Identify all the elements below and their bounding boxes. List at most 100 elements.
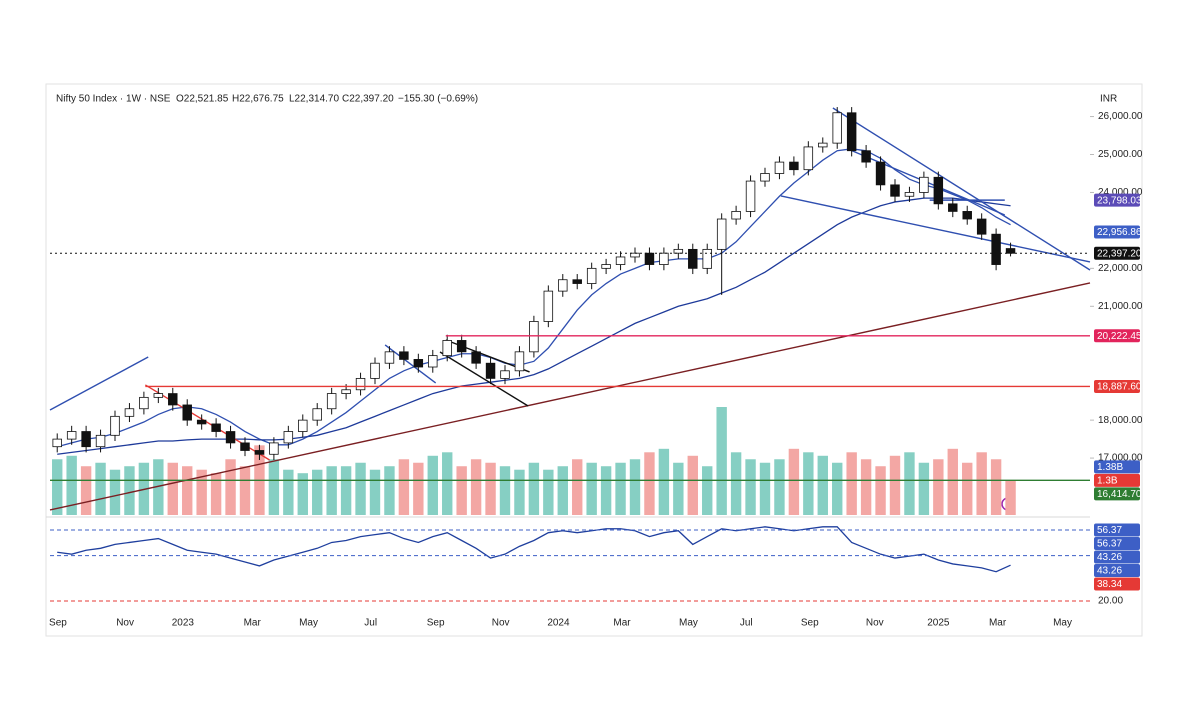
candle-body [456,340,467,353]
volume-bar [600,466,612,515]
candle-body [846,112,857,152]
y-tick-label: 18,000.00 [1098,415,1143,426]
x-tick-label: 2023 [172,618,195,629]
price-badge [1094,225,1140,239]
candle-body [81,431,91,448]
volume-bar [759,462,771,515]
price-badge [1094,564,1140,578]
volume-bar [268,459,280,515]
candle-body [485,362,496,379]
candle-body [269,442,279,455]
candle-body [370,362,380,379]
x-tick-label: Nov [116,618,134,629]
trend-line [832,107,1091,271]
x-tick-label: Sep [801,618,819,629]
candle-body [976,218,987,235]
candle-body [384,351,395,364]
volume-bar [485,462,496,515]
volume-bar [644,452,655,515]
volume-bar [846,452,857,515]
volume-bar [673,462,684,515]
volume-bar [803,452,814,515]
x-tick-label: Mar [613,618,631,629]
candle-body [716,218,727,250]
trend-line [49,282,1091,511]
volume-bar [239,466,251,515]
price-badge-label: 18,887.60 [1097,382,1142,393]
y-tick-label: 22,000.00 [1098,263,1143,274]
volume-bar [355,462,366,515]
candle-body [95,434,106,448]
volume-bar [730,452,742,515]
candle-body [818,142,828,148]
candle-body [948,203,958,212]
volume-bar [615,462,626,515]
x-tick-label: Jul [740,618,753,629]
price-badge-label: 23,798.03 [1097,195,1142,206]
candle-body [991,233,1001,265]
volume-bar [904,452,915,515]
chart-title: Nifty 50 Index · 1W · NSE [56,94,171,105]
candle-body [919,176,929,193]
candle-body [500,370,510,379]
ohlc-high: H22,676.75 [232,94,284,105]
candle-body [572,279,582,284]
price-badge-label: 56.37 [1097,525,1122,536]
rsi-line [57,526,1011,573]
candle-body [558,279,568,292]
volume-bar [629,459,641,515]
volume-bar [442,452,453,515]
volume-bar [153,459,164,515]
candle-body [875,161,886,186]
candle-body [153,393,164,398]
y-tick-label: 25,000.00 [1098,149,1143,160]
price-badge-label: 22,397.20 [1097,248,1142,259]
volume-bar [918,462,930,515]
moving-average [57,148,1011,448]
candle-body [298,419,308,432]
y-tick-label: 24,000.00 [1098,187,1143,198]
candle-body [861,150,871,163]
candle-body [933,176,944,205]
volume-bar [1005,480,1016,515]
candle-body [543,290,554,322]
candle-body [139,396,149,410]
candle-body [413,359,424,368]
y-unit: INR [1100,94,1117,105]
x-tick-label: Jul [364,618,377,629]
price-badge-label: 20,222.45 [1097,331,1142,342]
price-badge-label: 43.26 [1097,566,1122,577]
candle-body [326,393,337,410]
volume-bar [860,459,872,515]
candle-body [182,404,192,421]
candle-body [225,431,236,444]
price-badge [1094,577,1140,591]
y-tick-label: 20.00 [1098,596,1123,607]
ohlc-low: L22,314.70 [289,94,339,105]
volume-bar [702,466,713,515]
volume-bar [745,459,756,515]
candle-body [168,393,178,406]
candle-body [803,146,814,171]
volume-bar [687,455,698,515]
price-badge [1094,537,1140,551]
price-badge-label: 43.26 [1097,552,1122,563]
x-tick-label: Mar [989,618,1007,629]
price-badge-label: 1.38B [1097,462,1123,473]
volume-bar [716,407,727,515]
price-badge [1094,246,1140,260]
y-tick-label: 17,000.00 [1098,453,1143,464]
x-tick-label: Sep [427,618,445,629]
x-tick-label: 2024 [547,618,570,629]
volume-bar [312,469,323,515]
candle-body [341,389,351,394]
volume-bar [572,459,583,515]
volume-bar [283,469,294,515]
ohlc-close: C22,397.20 [342,94,394,105]
volume-bar [167,462,178,515]
candle-body [1005,248,1016,254]
price-badge [1094,379,1140,393]
volume-bar [990,459,1002,515]
price-badge [1094,550,1140,564]
candle-body [211,423,221,432]
